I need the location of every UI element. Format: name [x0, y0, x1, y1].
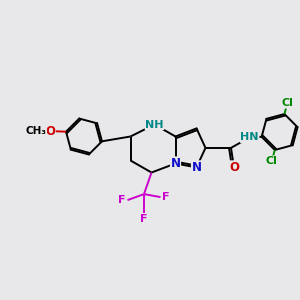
Text: Cl: Cl: [266, 156, 278, 166]
Text: CH₃: CH₃: [26, 126, 46, 136]
Text: O: O: [45, 124, 56, 138]
Text: O: O: [229, 161, 239, 174]
Text: F: F: [162, 192, 170, 202]
Text: N: N: [170, 157, 181, 170]
Text: N: N: [191, 161, 202, 174]
Text: NH: NH: [145, 119, 164, 130]
Text: F: F: [118, 195, 126, 205]
Text: Cl: Cl: [281, 98, 293, 108]
Text: HN: HN: [240, 132, 259, 142]
Text: F: F: [140, 214, 148, 224]
